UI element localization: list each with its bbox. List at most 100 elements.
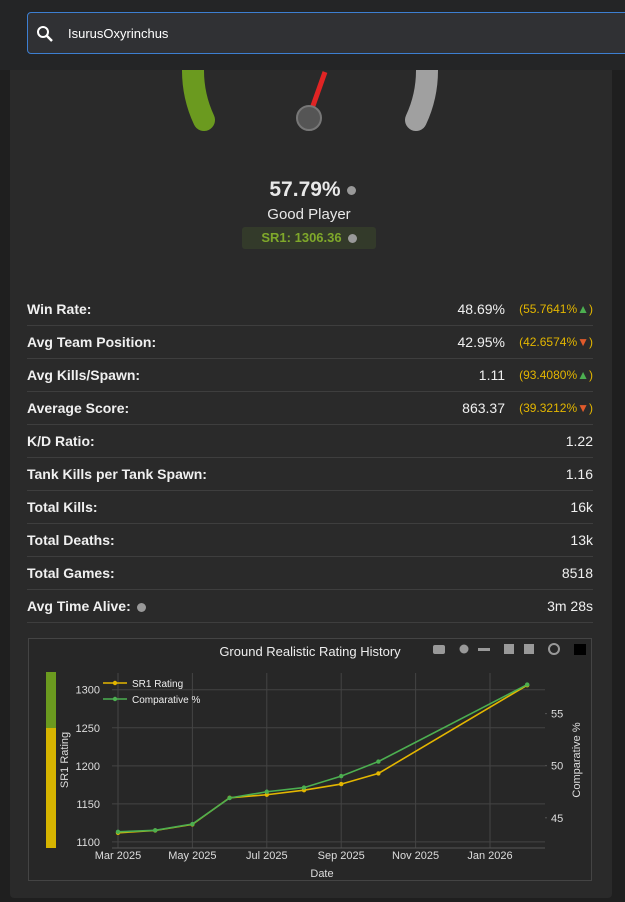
info-icon[interactable]: [136, 602, 146, 612]
compare-value: 39.3212%: [523, 401, 578, 415]
compare-arrow: ▲: [577, 368, 589, 382]
y2-tick-label: 55: [551, 709, 563, 721]
stat-label: K/D Ratio:: [27, 433, 95, 449]
point: [153, 828, 158, 833]
compare-value: 55.7641%: [523, 302, 578, 316]
stat-label: Avg Kills/Spawn:: [27, 367, 141, 383]
x-tick-label: May 2025: [168, 850, 216, 862]
stat-compare: 55.7641%▲: [519, 302, 593, 316]
rank: Good Player: [267, 206, 351, 223]
legend-label: SR1 Rating: [132, 679, 183, 690]
y-tick-label: 1250: [76, 723, 100, 735]
tool-logo[interactable]: [574, 644, 586, 655]
point: [376, 771, 381, 776]
stat-label: Win Rate:: [27, 301, 92, 317]
compare-value: 42.6574%: [523, 335, 578, 349]
point: [525, 682, 530, 687]
legend-dot: [112, 680, 118, 686]
stat-row: Avg Team Position: 42.95% 42.6574%▼: [27, 326, 593, 359]
stat-value: 16k: [570, 499, 593, 515]
gauge-knob: [296, 105, 322, 131]
stat-row: K/D Ratio: 1.22: [27, 425, 593, 458]
stat-value: 1.11: [478, 367, 505, 383]
stat-row: Average Score: 863.37 39.3212%▼: [27, 392, 593, 425]
stat-compare: 42.6574%▼: [519, 335, 593, 349]
stat-label: Total Games:: [27, 565, 115, 581]
info-icon[interactable]: [346, 185, 356, 195]
x-tick-label: Mar 2025: [95, 850, 141, 862]
series-line: [117, 683, 528, 833]
level-bar-top: [46, 672, 56, 728]
stat-label: Tank Kills per Tank Spawn:: [27, 466, 207, 482]
y2-axis-label: Comparative %: [571, 722, 583, 797]
stat-value: 863.37: [462, 400, 505, 416]
stat-label: Avg Team Position:: [27, 334, 157, 350]
y2-tick-label: 50: [551, 761, 563, 773]
stat-value: 3m 28s: [547, 598, 593, 614]
tool-zoom[interactable]: [459, 644, 469, 654]
point: [190, 821, 195, 827]
compare-arrow: ▼: [577, 335, 589, 349]
chart-frame: [28, 638, 592, 881]
x-axis-label: Date: [310, 868, 333, 880]
percent: 57.79%: [269, 178, 341, 201]
stat-value: 13k: [570, 532, 593, 548]
stat-row: Total Kills: 16k: [27, 491, 593, 524]
stat-value: 8518: [561, 565, 593, 581]
x-tick-label: Jul 2025: [246, 850, 288, 862]
point: [115, 829, 121, 835]
compare-arrow: ▼: [577, 401, 589, 415]
toolbar: [433, 643, 586, 655]
tool-reset[interactable]: [548, 643, 560, 655]
compare-value: 93.4080%: [523, 368, 578, 382]
point: [301, 785, 307, 790]
point: [227, 795, 232, 801]
rating: SR1: 1306.36: [261, 230, 342, 245]
level-bar-bottom: [46, 728, 56, 848]
legend-label: Comparative %: [132, 695, 200, 706]
x-tick-label: Nov 2025: [392, 850, 439, 862]
stat-compare: 39.3212%▼: [519, 401, 593, 415]
y2-tick-label: 45: [551, 813, 563, 825]
point: [264, 789, 269, 794]
search-box[interactable]: [27, 12, 625, 54]
stat-label: Avg Time Alive:: [27, 598, 146, 614]
stat-value: 1.22: [565, 433, 593, 449]
stat-row: Avg Time Alive: 3m 28s: [27, 590, 593, 623]
y-tick-label: 1150: [76, 799, 100, 811]
x-tick-label: Sep 2025: [318, 850, 365, 862]
legend-dot: [112, 696, 118, 702]
tool-zoom-out[interactable]: [524, 644, 534, 654]
series-line: [117, 684, 528, 834]
stat-label: Total Deaths:: [27, 532, 115, 548]
gauge-arc-good: [181, 59, 215, 131]
stat-row: Total Deaths: 13k: [27, 524, 593, 557]
tool-camera[interactable]: [433, 645, 445, 654]
y-axis-label: SR1 Rating: [59, 732, 71, 788]
stat-label: Total Kills:: [27, 499, 98, 515]
percent-wrap: 57.79%: [0, 178, 625, 202]
compare-arrow: ▲: [577, 302, 589, 316]
stat-value: 1.16: [565, 466, 593, 482]
rating-badge: SR1: 1306.36: [242, 227, 376, 249]
stat-row: Avg Kills/Spawn: 1.11 93.4080%▲: [27, 359, 593, 392]
info-icon[interactable]: [347, 234, 357, 244]
search-query[interactable]: IsurusOxyrinchus: [68, 26, 169, 41]
stat-label: Average Score:: [27, 400, 130, 416]
point: [339, 781, 344, 787]
search-icon: [37, 26, 53, 42]
stat-row: Win Rate: 48.69% 55.7641%▲: [27, 293, 593, 326]
point: [339, 773, 344, 779]
gauge-arc-rest: [405, 59, 439, 131]
stat-value: 42.95%: [457, 334, 505, 350]
point: [376, 759, 381, 764]
x-tick-label: Jan 2026: [467, 850, 512, 862]
tool-pan[interactable]: [478, 648, 490, 651]
gauge: [181, 59, 439, 131]
stat-compare: 93.4080%▲: [519, 368, 593, 382]
stat-row: Tank Kills per Tank Spawn: 1.16: [27, 458, 593, 491]
tool-zoom-in[interactable]: [504, 644, 514, 654]
chart-title: Ground Realistic Rating History: [219, 644, 401, 659]
